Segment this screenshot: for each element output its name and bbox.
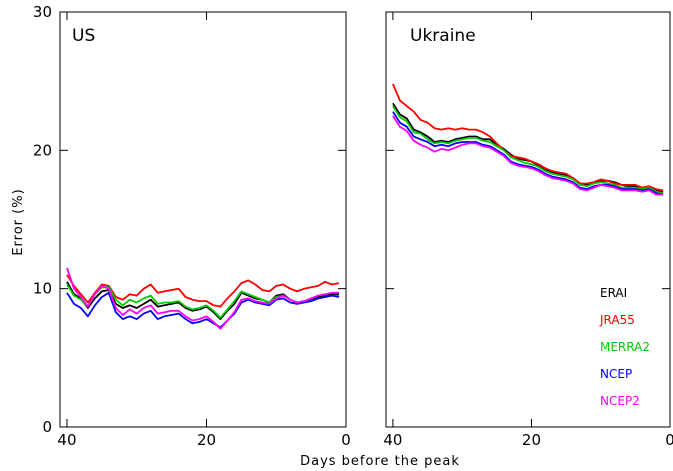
y-tick-label: 30 <box>33 3 52 21</box>
x-tick-label: 0 <box>665 431 673 449</box>
legend-entry-jra55: JRA55 <box>599 313 635 327</box>
series-line-ncep <box>66 291 340 329</box>
x-axis-title: Days before the peak <box>300 454 460 469</box>
series-line-ncep <box>392 111 664 196</box>
x-tick-label: 40 <box>383 431 402 449</box>
x-tick-label: 20 <box>522 431 541 449</box>
series-line-merra2 <box>392 105 664 195</box>
panel-us: US 0 10 20 30 40 20 0 <box>33 3 670 449</box>
legend: ERAI JRA55 MERRA2 NCEP NCEP2 <box>599 286 650 408</box>
series-line-jra55 <box>392 83 664 192</box>
series-line-erai <box>392 102 664 193</box>
x-tick-label: 40 <box>57 431 76 449</box>
y-tick-label: 10 <box>33 280 52 298</box>
series-line-ncep2 <box>392 115 664 196</box>
x-tick-label: 20 <box>197 431 216 449</box>
panel-ukraine-frame <box>385 11 671 428</box>
y-tick-label: 20 <box>33 141 52 159</box>
panel-ukraine: Ukraine 40 20 0 ERAI JRA55 MERRA2 NCEP NCEP2 <box>383 11 673 449</box>
panel-us-title: US <box>72 26 95 46</box>
legend-entry-erai: ERAI <box>600 286 627 300</box>
legend-entry-ncep2: NCEP2 <box>600 394 640 408</box>
panel-us-frame <box>59 11 347 428</box>
y-axis-ticks: 0 10 20 30 <box>33 3 670 436</box>
series-lines-us <box>66 267 340 330</box>
series-lines-ukraine <box>392 83 664 196</box>
series-line-jra55 <box>66 274 340 308</box>
x-tick-label: 0 <box>341 431 351 449</box>
legend-entry-merra2: MERRA2 <box>600 340 650 354</box>
series-line-ncep2 <box>66 267 339 330</box>
x-axis-ticks-ukraine: 40 20 0 <box>383 12 673 449</box>
y-axis-title: Error (%) <box>11 188 26 255</box>
y-tick-label: 0 <box>42 418 52 436</box>
panel-ukraine-title: Ukraine <box>410 26 476 46</box>
legend-entry-ncep: NCEP <box>600 367 632 381</box>
x-axis-ticks-us: 40 20 0 <box>57 12 351 449</box>
